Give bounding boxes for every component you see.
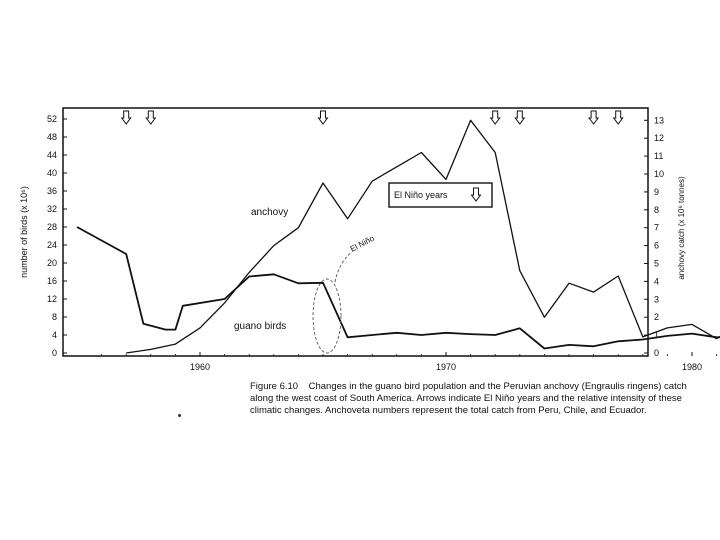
left-tick-label: 36 bbox=[47, 186, 57, 196]
right-tick-label: 6 bbox=[654, 241, 659, 251]
right-tick-label: 8 bbox=[654, 205, 659, 215]
el-nino-arrow bbox=[317, 110, 329, 125]
left-tick-label: 52 bbox=[47, 114, 57, 124]
left-tick-label: 20 bbox=[47, 258, 57, 268]
y-axis-label-left: number of birds (x 10⁶) bbox=[19, 186, 29, 278]
right-tick-label: 13 bbox=[654, 115, 664, 125]
el-nino-arrow bbox=[145, 110, 157, 125]
right-tick-label: 4 bbox=[654, 276, 659, 286]
figure-caption: Figure 6.10 Changes in the guano bird po… bbox=[250, 381, 690, 417]
left-tick-label: 8 bbox=[52, 312, 57, 322]
el-nino-arrow bbox=[588, 110, 600, 125]
stray-mark bbox=[178, 414, 181, 417]
right-tick-label: 9 bbox=[654, 187, 659, 197]
caption-figure-number: Figure 6.10 bbox=[250, 381, 299, 392]
x-tick-label: 1960 bbox=[190, 362, 210, 372]
y-axis-label-right: anchovy catch (x 10⁶ tonnes) bbox=[677, 176, 686, 280]
left-tick-label: 16 bbox=[47, 276, 57, 286]
el-nino-arrow bbox=[514, 110, 526, 125]
right-tick-label: 7 bbox=[654, 223, 659, 233]
el-nino-arrow bbox=[489, 110, 501, 125]
left-tick-label: 12 bbox=[47, 294, 57, 304]
right-tick-label: 10 bbox=[654, 169, 664, 179]
x-tick-label: 1970 bbox=[436, 362, 456, 372]
right-tick-label: 1 bbox=[654, 330, 659, 340]
left-tick-label: 24 bbox=[47, 240, 57, 250]
left-tick-label: 4 bbox=[52, 330, 57, 340]
plot-frame bbox=[62, 107, 649, 357]
legend-label: El Niño years bbox=[394, 190, 448, 200]
series-line-anchovy bbox=[126, 119, 720, 354]
annotation-leader bbox=[334, 251, 353, 283]
el-nino-arrow bbox=[612, 110, 624, 125]
right-tick-label: 0 bbox=[654, 348, 659, 358]
left-tick-label: 40 bbox=[47, 168, 57, 178]
left-tick-label: 48 bbox=[47, 132, 57, 142]
right-tick-label: 12 bbox=[654, 133, 664, 143]
x-tick-label: 1980 bbox=[682, 362, 702, 372]
el-nino-arrow bbox=[120, 110, 132, 125]
annotation-label: El Niño bbox=[349, 233, 376, 253]
left-tick-label: 0 bbox=[52, 348, 57, 358]
annotation-ellipse bbox=[312, 278, 342, 354]
right-tick-label: 5 bbox=[654, 259, 659, 269]
right-tick-label: 2 bbox=[654, 312, 659, 322]
right-tick-label: 3 bbox=[654, 294, 659, 304]
caption-text: Changes in the guano bird population and… bbox=[250, 381, 687, 416]
left-tick-label: 32 bbox=[47, 204, 57, 214]
series-label-guano-birds: guano birds bbox=[234, 321, 286, 332]
legend-arrow-icon bbox=[470, 187, 482, 202]
series-label-anchovy: anchovy bbox=[251, 207, 288, 218]
right-tick-label: 11 bbox=[654, 151, 663, 161]
left-tick-label: 28 bbox=[47, 222, 57, 232]
left-tick-label: 44 bbox=[47, 150, 57, 160]
series-line-guano-birds bbox=[76, 226, 720, 350]
